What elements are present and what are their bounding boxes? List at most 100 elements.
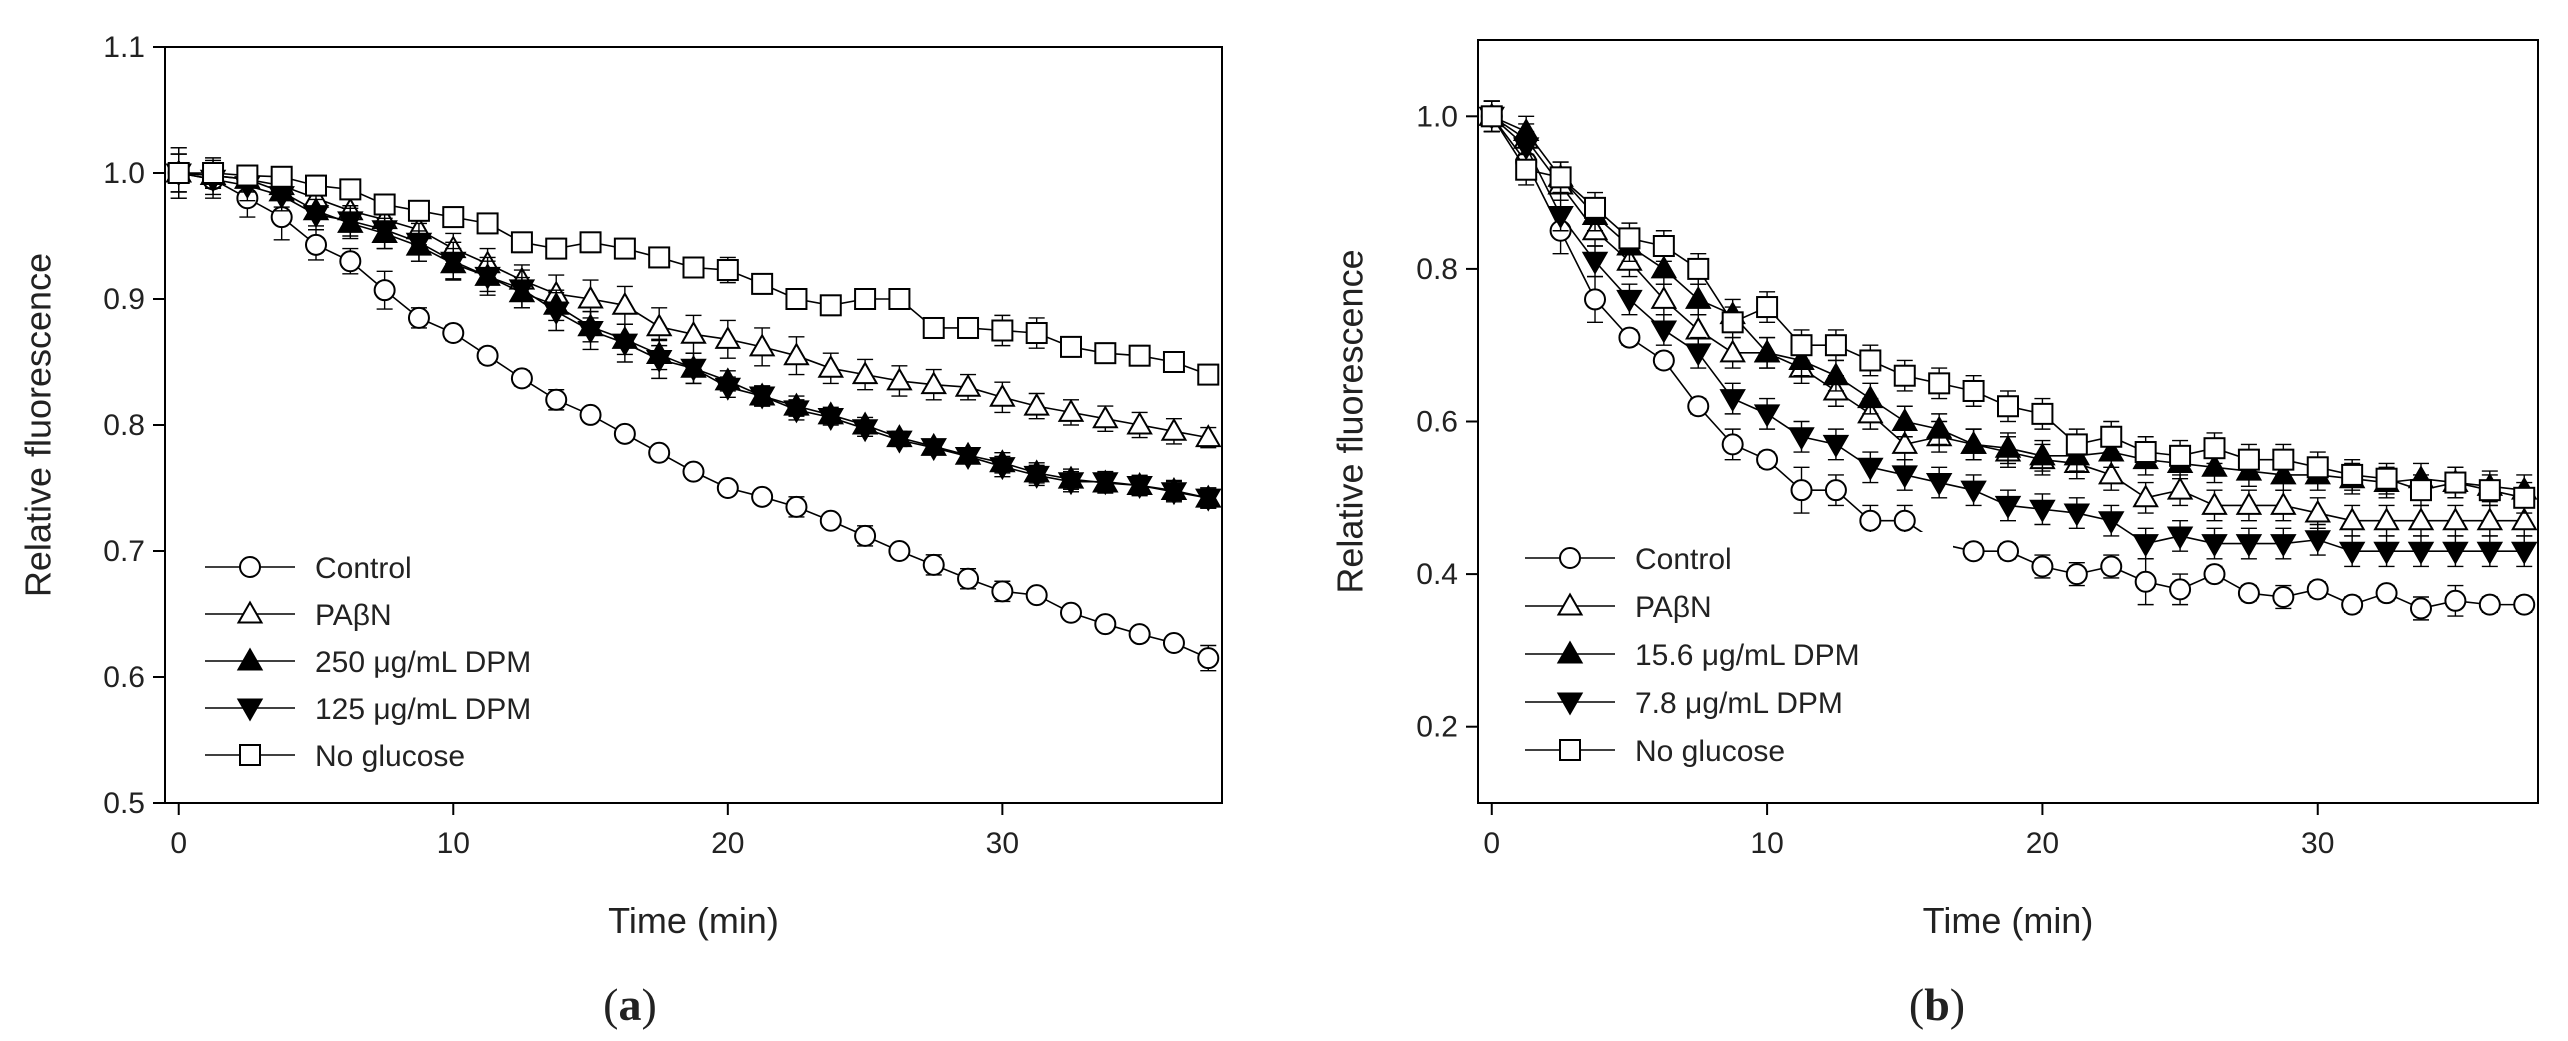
panel-label-close: ): [1950, 979, 1965, 1030]
data-point: [442, 322, 465, 345]
legend-label: 125 μg/mL DPM: [315, 693, 531, 726]
data-point: [2476, 541, 2504, 565]
data-point: [1822, 434, 1850, 458]
data-point: [2203, 563, 2226, 586]
legend-marker: [236, 600, 264, 624]
data-point: [1581, 251, 1609, 275]
data-point: [783, 400, 810, 424]
data-point: [1512, 137, 1540, 161]
data-point: [1788, 427, 1815, 451]
data-point: [922, 316, 945, 339]
data-point: [611, 291, 639, 315]
data-point: [957, 567, 980, 590]
y-tick-label: 0.2: [1416, 711, 1458, 744]
series-4: [167, 147, 1220, 386]
data-point: [888, 288, 911, 310]
data-point: [1094, 613, 1117, 636]
data-point: [542, 302, 570, 326]
y-tick-label: 0.8: [1416, 253, 1458, 286]
data-point: [886, 367, 913, 391]
data-point: [2134, 441, 2157, 464]
y-axis-title: Relative fluorescence: [18, 253, 59, 597]
data-point: [337, 211, 364, 235]
data-point: [2134, 570, 2157, 593]
data-point: [819, 509, 842, 532]
legend-item: 15.6 μg/mL DPM: [1525, 639, 1860, 672]
data-point: [1994, 495, 2022, 519]
data-point: [2373, 541, 2400, 565]
data-point: [2444, 589, 2467, 612]
data-point: [1160, 482, 1188, 506]
data-point: [989, 457, 1016, 481]
data-point: [2270, 491, 2297, 515]
data-point: [1756, 448, 1779, 471]
data-point: [2270, 534, 2297, 558]
data-point: [785, 288, 808, 310]
legend-label: 250 μg/mL DPM: [315, 646, 531, 679]
series-2: [1478, 100, 2538, 507]
data-point: [1824, 479, 1847, 502]
data-point: [1092, 472, 1119, 496]
data-point: [680, 320, 707, 344]
data-point: [2132, 534, 2159, 558]
y-tick-label: 1.0: [103, 157, 145, 190]
y-axis: 0.5 0.6 0.7 0.8 0.9 1.0 1.1: [103, 31, 165, 820]
data-point: [1994, 434, 2022, 458]
data-point: [2132, 484, 2159, 508]
data-point: [440, 251, 467, 275]
data-point: [785, 495, 808, 518]
data-point: [751, 485, 774, 508]
data-point: [476, 344, 499, 367]
data-point: [2511, 541, 2538, 565]
data-point: [2201, 534, 2228, 558]
data-point: [886, 430, 913, 454]
data-point: [1650, 255, 1678, 279]
legend-label: PAβN: [315, 599, 392, 632]
legend-marker: [1556, 692, 1584, 716]
y-tick-label: 0.9: [103, 283, 145, 316]
data-point: [613, 237, 636, 260]
data-point: [1128, 623, 1151, 646]
data-point: [1719, 339, 1746, 363]
series-1: [165, 153, 1222, 449]
data-point: [545, 388, 568, 411]
data-point: [2373, 507, 2400, 531]
data-point: [476, 212, 499, 235]
data-point: [1126, 411, 1153, 435]
data-point: [579, 231, 602, 254]
x-axis: 0 10 20 30: [1483, 803, 2334, 860]
legend-label: Control: [1635, 543, 1732, 576]
legend-label: Control: [315, 552, 412, 585]
chart-panel-b: 0 10 20 30 0.2 0.4 0.6 0.8 1.0 Time (min) Relative…: [1330, 39, 2539, 1030]
data-point: [510, 231, 533, 254]
data-point: [2409, 597, 2432, 620]
data-point: [1584, 196, 1607, 219]
legend-marker: [1559, 739, 1581, 761]
data-point: [1753, 404, 1781, 428]
data-point: [1515, 158, 1538, 181]
x-axis: 0 10 20 30: [170, 803, 1019, 860]
data-point: [2442, 507, 2469, 531]
data-point: [1023, 465, 1050, 489]
plot-area: [1478, 100, 2538, 621]
data-point: [2338, 507, 2366, 531]
data-point: [2201, 491, 2228, 515]
data-point: [2031, 402, 2054, 425]
data-point: [1753, 339, 1781, 363]
panel-label-close: ): [642, 979, 657, 1030]
data-point: [1092, 405, 1119, 429]
data-point: [2098, 461, 2125, 485]
data-point: [2100, 555, 2123, 578]
data-point: [2306, 456, 2329, 479]
series-3: [1478, 100, 2538, 568]
data-point: [2375, 467, 2398, 490]
data-point: [1687, 395, 1710, 418]
data-point: [851, 361, 879, 385]
data-point: [1721, 433, 1744, 456]
data-point: [2065, 433, 2088, 456]
x-axis-title: Time (min): [608, 900, 779, 941]
data-point: [2513, 593, 2536, 616]
data-point: [854, 524, 877, 547]
legend-label: 15.6 μg/mL DPM: [1635, 639, 1860, 672]
